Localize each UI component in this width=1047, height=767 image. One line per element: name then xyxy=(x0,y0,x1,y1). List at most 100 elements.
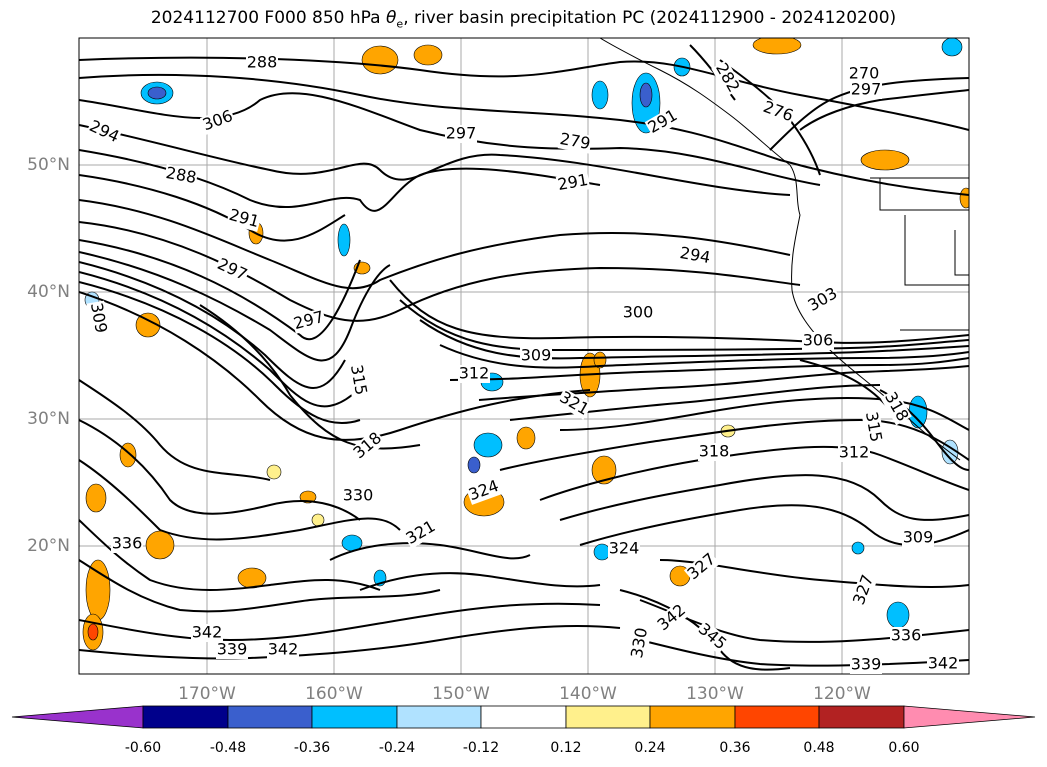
contour-label-background xyxy=(85,117,123,147)
shade-positive xyxy=(299,490,317,504)
colorbar-tick-label: 0.12 xyxy=(550,740,581,756)
colorbar-tick-label: -0.60 xyxy=(125,740,161,756)
shade-negative xyxy=(591,80,609,110)
colorbar-tick-label: -0.36 xyxy=(294,740,330,756)
contour-label-background xyxy=(698,443,730,461)
colorbar-swatch xyxy=(227,705,313,729)
lat-label: 30°N xyxy=(27,409,70,429)
contour-label-background xyxy=(191,624,223,642)
colorbar-swatch xyxy=(818,705,905,729)
map-title: 2024112700 F000 850 hPa θe, river basin … xyxy=(150,8,897,31)
colorbar-swatch xyxy=(565,705,651,729)
contour-label: 342 xyxy=(928,654,959,673)
contour-label-background xyxy=(848,65,880,83)
lon-label: 160°W xyxy=(305,684,363,704)
contour-label-background xyxy=(880,388,912,426)
colorbar-swatch xyxy=(734,705,820,729)
contour-label-background xyxy=(555,388,593,420)
contour-label-background xyxy=(557,130,593,154)
shade-positive xyxy=(591,455,617,485)
contour-label-background xyxy=(291,308,327,334)
colorbar-swatch xyxy=(649,705,736,729)
colorbar-swatch xyxy=(903,705,1036,729)
lon-label: 170°W xyxy=(178,684,236,704)
contour-label-background xyxy=(644,106,682,138)
shade-positive xyxy=(752,38,802,55)
contour-label: 312 xyxy=(459,364,490,383)
contour-label: 309 xyxy=(521,346,552,365)
contour-label: 336 xyxy=(112,534,143,553)
colorbar-swatch xyxy=(311,705,398,729)
shade-positive xyxy=(85,559,111,621)
contour-label-background xyxy=(458,365,490,383)
shade-positive xyxy=(593,351,607,369)
contour-label-background xyxy=(677,244,713,268)
contour-label: 339 xyxy=(217,640,248,659)
shade-negative xyxy=(467,456,481,474)
lon-label: 150°W xyxy=(432,684,490,704)
shade-negative xyxy=(639,82,653,108)
colorbar-swatch xyxy=(11,705,144,729)
shade-negative xyxy=(941,38,963,57)
shade-negative xyxy=(337,223,351,257)
contour-label-background xyxy=(890,627,922,645)
colorbar-swatch xyxy=(142,705,229,729)
contour-label: 297 xyxy=(446,124,477,143)
shade-positive xyxy=(361,45,399,75)
contour-label-background xyxy=(216,641,248,659)
contour-label-background xyxy=(683,549,721,585)
contour-label: 342 xyxy=(268,640,299,659)
shade-negative xyxy=(593,543,611,561)
shade-positive xyxy=(87,623,99,641)
contour-label-background xyxy=(267,641,299,659)
colorbar-tick-label: -0.24 xyxy=(379,740,415,756)
contour-label-background xyxy=(199,107,237,135)
contour-label-background xyxy=(246,54,278,72)
shade-positive xyxy=(311,513,325,527)
contour-label-background xyxy=(342,487,374,505)
lat-label: 50°N xyxy=(27,155,70,175)
contour-label-background xyxy=(402,517,440,549)
contour-label: 342 xyxy=(192,623,223,642)
contour-label: 324 xyxy=(609,539,640,558)
colorbar-tick-label: 0.24 xyxy=(634,740,665,756)
contour-label-background xyxy=(349,428,387,464)
coastline-north-america xyxy=(599,38,961,461)
contour-label-background xyxy=(902,529,934,547)
lon-label: 120°W xyxy=(813,684,871,704)
contour-label-background xyxy=(226,206,262,232)
colorbar-tick-label: 0.36 xyxy=(719,740,750,756)
contour-label: 318 xyxy=(699,442,730,461)
shade-positive xyxy=(135,312,161,338)
shade-positive xyxy=(860,149,910,171)
contour-label: 330 xyxy=(343,486,374,505)
contour-label-background xyxy=(838,444,870,462)
contour-label-background xyxy=(608,540,640,558)
coastlines xyxy=(599,38,969,461)
contour-label-background xyxy=(622,304,654,322)
contour-label-background xyxy=(213,255,251,285)
contour-label: 339 xyxy=(851,655,882,674)
contour-label: 309 xyxy=(903,528,934,547)
contour-label: 288 xyxy=(247,53,278,72)
contour-label-background xyxy=(804,284,842,316)
contour-label: 336 xyxy=(891,626,922,645)
state-border xyxy=(954,230,969,276)
contour-label-background xyxy=(445,125,477,143)
shade-negative xyxy=(851,541,865,555)
contour-label-background xyxy=(850,81,882,99)
shade-positive xyxy=(266,464,282,480)
shade-positive xyxy=(85,483,107,513)
shade-negative xyxy=(147,86,167,100)
shade-positive xyxy=(959,187,969,209)
contour-label-background xyxy=(628,625,652,661)
contour-label-background xyxy=(711,59,743,97)
contour-label: 270 xyxy=(849,64,880,83)
contour-label-background xyxy=(163,164,199,188)
contour-label-background xyxy=(759,98,797,126)
shade-positive xyxy=(145,530,175,560)
contour-label-background xyxy=(861,409,885,445)
contour-label-background xyxy=(927,655,959,673)
contour-label-background xyxy=(693,619,731,655)
